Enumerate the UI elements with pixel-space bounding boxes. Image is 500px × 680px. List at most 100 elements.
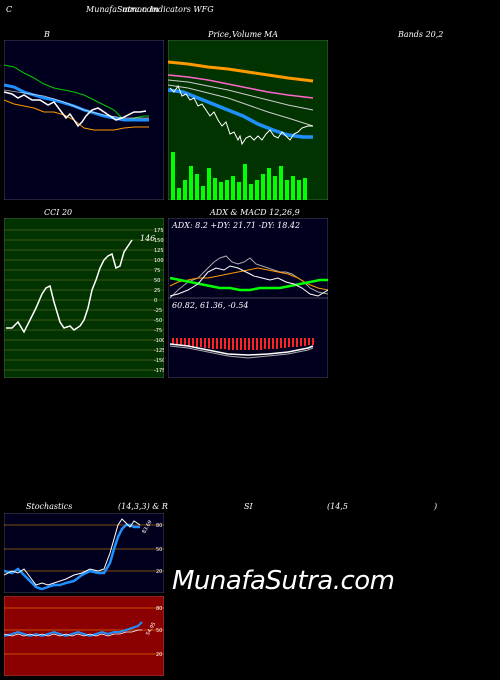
rsi-level-20: 20: [156, 652, 162, 658]
macd-hist-bar: [216, 338, 218, 349]
header-title: mmon Indicators WFG: [122, 5, 214, 14]
cci-tick-label: 125: [154, 248, 164, 254]
macd-hist-bar: [232, 338, 234, 350]
macd-hist-bar: [192, 338, 194, 347]
price-title-volume: Volume: [232, 30, 262, 39]
macd-panel[interactable]: 60.82, 61.36, -0.54: [168, 298, 328, 378]
macd-hist-bar: [208, 338, 210, 348]
header-site[interactable]: MunafaSutra.com: [86, 5, 159, 14]
macd-hist-bar: [272, 338, 274, 349]
rsi-params-close: ): [434, 502, 438, 511]
stoch-title: Stochastics: [26, 502, 73, 511]
macd-hist-bar: [252, 338, 254, 350]
macd-signal: [169, 345, 314, 359]
cci-tick-label: 75: [154, 268, 160, 274]
adx-panel[interactable]: ADX: 8.2 +DY: 21.71 -DY: 18.42: [168, 218, 328, 298]
macd-line: [169, 343, 314, 356]
macd-hist-bar: [236, 338, 238, 350]
rsi-panel[interactable]: 80 50 20 54.95: [4, 596, 164, 676]
cci-tick-label: -75: [154, 328, 162, 334]
rsi-title-si: SI: [244, 502, 253, 511]
macd-hist-bar: [184, 338, 186, 346]
macd-hist-bar: [312, 338, 314, 345]
adx-macd-title: ADX & MACD 12,26,9: [210, 208, 300, 217]
price-title-ma: MA: [264, 30, 278, 39]
rsi-white-line: [4, 629, 142, 637]
stoch-level-80: 80: [156, 523, 162, 529]
bands-title: Bands 20,2: [398, 30, 444, 39]
ma-orange: [168, 60, 314, 83]
macd-hist-bar: [292, 338, 294, 347]
macd-histogram: [172, 338, 314, 350]
cci-tick-label: -175: [154, 368, 164, 374]
cci-tick-label: -50: [154, 318, 162, 324]
macd-hist-bar: [220, 338, 222, 349]
cci-grid: [4, 229, 164, 371]
macd-hist-bar: [264, 338, 266, 349]
price-line: [169, 84, 313, 146]
cci-tick-label: -100: [154, 338, 164, 344]
rsi-params: (14,5: [327, 502, 348, 511]
macd-hist-bar: [280, 338, 282, 348]
cci-tick-label: 50: [154, 278, 160, 284]
cci-tick-labels: 175 150 125 100 75 50 25 0 -25 -50 -75 -100 -125 -150…: [154, 228, 164, 374]
cci-tick-label: 0: [154, 298, 157, 304]
cci-tick-label: -150: [154, 358, 164, 364]
price-volume-panel[interactable]: [168, 40, 328, 200]
cci-tick-label: 100: [154, 258, 164, 264]
macd-hist-bar: [200, 338, 202, 347]
cci-panel[interactable]: 175 150 125 100 75 50 25 0 -25 -50 -75 -100 -125 -150…: [4, 218, 164, 378]
macd-hist-bar: [256, 338, 258, 350]
stoch-params: (14,3,3) & R: [118, 502, 168, 511]
rsi-level-80: 80: [156, 606, 162, 612]
macd-hist-bar: [228, 338, 230, 350]
stoch-d-line: [4, 523, 140, 591]
macd-values: 60.82, 61.36, -0.54: [172, 301, 249, 310]
macd-hist-bar: [172, 338, 174, 344]
macd-hist-bar: [304, 338, 306, 346]
adx-green-line: [169, 276, 328, 292]
macd-hist-bar: [244, 338, 246, 350]
adx-white-line: [169, 265, 328, 297]
cci-line: [6, 239, 133, 334]
ma-pink: [168, 74, 314, 99]
rsi-blue-line: [4, 621, 143, 638]
macd-hist-bar: [240, 338, 242, 350]
ma-gray1: [168, 79, 314, 111]
macd-hist-bar: [288, 338, 290, 347]
macd-hist-bar: [308, 338, 310, 345]
macd-hist-bar: [204, 338, 206, 348]
cci-tick-label: 175: [154, 228, 164, 234]
adx-orange-line: [169, 267, 328, 291]
adx-values: ADX: 8.2 +DY: 21.71 -DY: 18.42: [171, 221, 300, 230]
bands-title-b: B: [44, 30, 50, 39]
cci-title: CCI 20: [44, 208, 73, 217]
ma-gray2: [168, 84, 314, 127]
cci-tick-label: -125: [154, 348, 164, 354]
cci-value-label: 146: [140, 234, 155, 243]
macd-hist-bar: [180, 338, 182, 345]
macd-hist-bar: [176, 338, 178, 345]
bb-thin-line: [4, 89, 149, 119]
macd-hist-bar: [248, 338, 250, 350]
price-title-a: Price,: [208, 30, 232, 39]
macd-hist-bar: [212, 338, 214, 349]
bollinger-panel[interactable]: [4, 40, 164, 200]
header-left: C: [6, 5, 13, 14]
macd-hist-bar: [296, 338, 298, 347]
stochastics-panel[interactable]: 80 50 20 83.69: [4, 513, 164, 593]
macd-hist-bar: [224, 338, 226, 349]
macd-hist-bar: [268, 338, 270, 349]
stoch-k-line: [4, 518, 141, 586]
macd-hist-bar: [260, 338, 262, 350]
macd-hist-bar: [284, 338, 286, 348]
macd-hist-bar: [188, 338, 190, 346]
rsi-level-50: 50: [156, 628, 162, 634]
macd-hist-bar: [276, 338, 278, 349]
stoch-level-20: 20: [156, 569, 162, 575]
cci-tick-label: 150: [154, 238, 164, 244]
stoch-level-50: 50: [156, 547, 162, 553]
volume-bars: [171, 152, 307, 200]
macd-hist-bar: [300, 338, 302, 346]
watermark: MunafaSutra.com: [172, 566, 395, 596]
